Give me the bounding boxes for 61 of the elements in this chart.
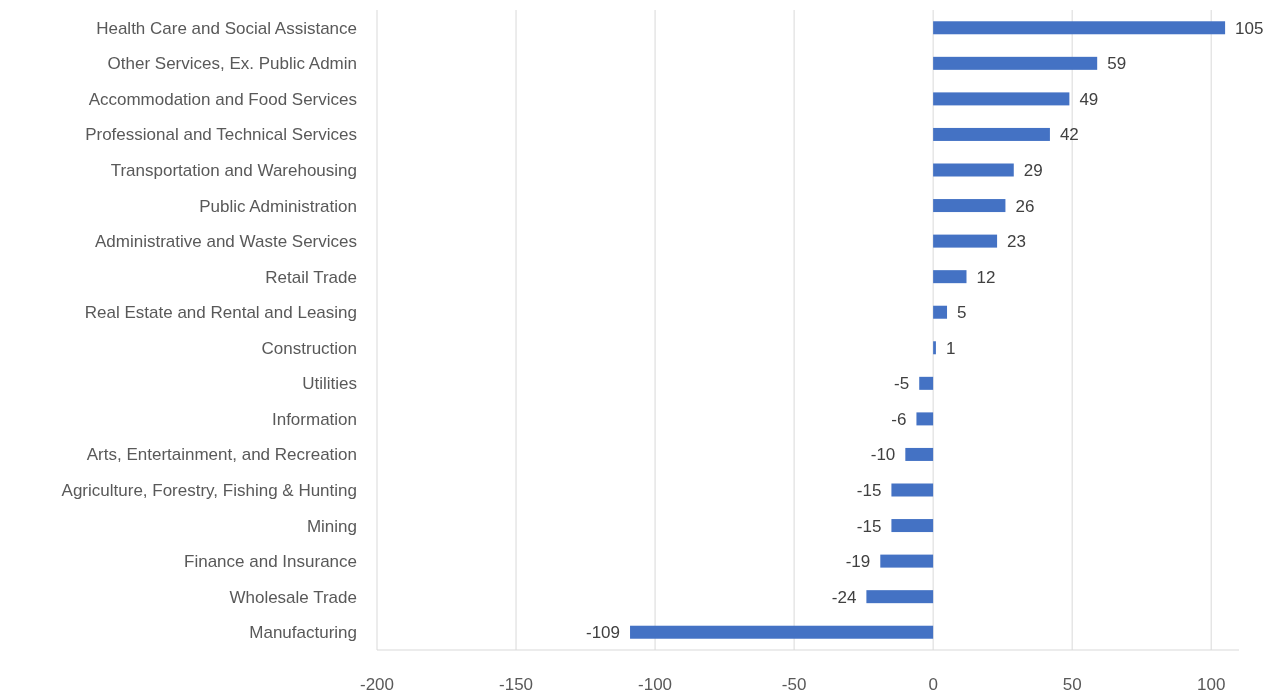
bar — [933, 163, 1014, 177]
y-tick-label: Administrative and Waste Services — [94, 232, 357, 252]
data-label: 1 — [945, 338, 956, 358]
bar — [933, 234, 998, 248]
data-label: -24 — [831, 587, 857, 607]
data-label: 105 — [1235, 18, 1264, 38]
y-tick-label: Public Administration — [199, 196, 357, 216]
y-tick-label: Arts, Entertainment, and Recreation — [86, 445, 357, 465]
y-tick-label: Utilities — [302, 374, 357, 394]
data-label: -10 — [870, 445, 896, 465]
data-label: 5 — [957, 303, 967, 323]
y-tick-label: Construction — [261, 338, 357, 358]
y-tick-label: Health Care and Social Assistance — [96, 18, 357, 38]
data-label: -15 — [856, 480, 882, 500]
y-tick-label: Manufacturing — [249, 623, 357, 643]
data-label: -15 — [856, 516, 882, 536]
data-label: 26 — [1015, 196, 1035, 216]
x-tick-label: 0 — [928, 675, 938, 694]
bar — [933, 305, 948, 319]
y-tick-label: Retail Trade — [265, 267, 357, 287]
bar — [933, 341, 936, 355]
y-tick-label: Transportation and Warehousing — [110, 160, 357, 180]
x-tick-label: -100 — [638, 675, 673, 694]
data-label: -5 — [894, 374, 910, 394]
y-tick-label: Other Services, Ex. Public Admin — [107, 54, 357, 74]
data-label: -6 — [891, 409, 907, 429]
bar — [905, 447, 934, 461]
bar — [919, 376, 934, 390]
y-tick-label: Information — [271, 409, 357, 429]
y-tick-label: Mining — [306, 516, 357, 536]
y-tick-label: Wholesale Trade — [229, 587, 357, 607]
data-label: 29 — [1023, 160, 1043, 180]
data-label: 49 — [1079, 89, 1099, 109]
x-tick-label: -50 — [781, 675, 807, 694]
y-tick-label: Professional and Technical Services — [85, 125, 357, 145]
data-label: 59 — [1107, 54, 1127, 74]
bar — [630, 625, 934, 639]
bar — [933, 56, 1098, 70]
bar — [891, 519, 934, 533]
bar — [933, 199, 1006, 213]
data-label: 42 — [1059, 125, 1079, 145]
bar — [933, 127, 1050, 141]
y-tick-label: Real Estate and Rental and Leasing — [84, 303, 357, 323]
bar — [866, 590, 934, 604]
data-label: -109 — [586, 623, 621, 643]
bar — [880, 554, 934, 568]
bar — [933, 92, 1070, 106]
x-tick-label: -150 — [499, 675, 534, 694]
bar — [916, 412, 934, 426]
y-tick-label: Accommodation and Food Services — [88, 89, 357, 109]
bar — [891, 483, 934, 497]
bar — [933, 270, 967, 284]
y-tick-label: Agriculture, Forestry, Fishing & Hunting — [61, 480, 357, 500]
x-tick-label: 50 — [1062, 675, 1082, 694]
y-tick-label: Finance and Insurance — [184, 552, 357, 572]
data-label: -19 — [845, 552, 871, 572]
data-label: 12 — [976, 267, 996, 287]
x-tick-label: -200 — [359, 675, 395, 694]
data-label: 23 — [1007, 232, 1027, 252]
bar — [933, 21, 1226, 35]
x-tick-label: 100 — [1197, 675, 1226, 694]
